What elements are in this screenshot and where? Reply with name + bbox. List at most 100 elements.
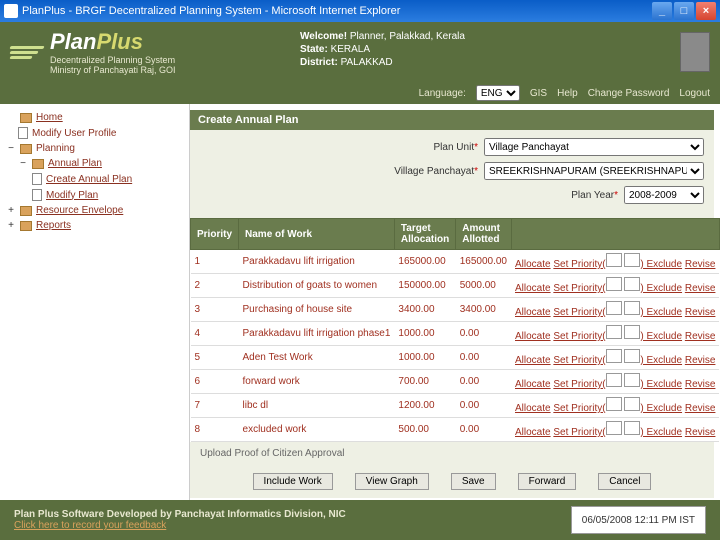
- priority-input[interactable]: [624, 277, 640, 291]
- sidebar-annual-plan[interactable]: −Annual Plan: [4, 156, 185, 171]
- folder-icon: [32, 159, 44, 169]
- priority-input[interactable]: [606, 373, 622, 387]
- priority-input[interactable]: [624, 325, 640, 339]
- exclude-link[interactable]: ) Exclude: [640, 403, 682, 414]
- table-row: 5Aden Test Work1000.000.00Allocate Set P…: [191, 346, 720, 370]
- allocate-link[interactable]: Allocate: [515, 355, 551, 366]
- cell-priority: 6: [191, 370, 239, 394]
- cell-priority: 5: [191, 346, 239, 370]
- set-priority-link[interactable]: Set Priority(: [553, 427, 605, 438]
- topbar: Language: ENG GIS Help Change Password L…: [0, 82, 720, 104]
- sidebar-home[interactable]: Home: [4, 110, 185, 125]
- exclude-link[interactable]: ) Exclude: [640, 427, 682, 438]
- set-priority-link[interactable]: Set Priority(: [553, 331, 605, 342]
- cell-amount: 0.00: [456, 322, 511, 346]
- cell-amount: 0.00: [456, 394, 511, 418]
- revise-link[interactable]: Revise: [685, 403, 716, 414]
- cell-amount: 0.00: [456, 418, 511, 442]
- cell-name: Aden Test Work: [239, 346, 395, 370]
- revise-link[interactable]: Revise: [685, 331, 716, 342]
- set-priority-link[interactable]: Set Priority(: [553, 379, 605, 390]
- cell-priority: 1: [191, 250, 239, 274]
- allocate-link[interactable]: Allocate: [515, 427, 551, 438]
- revise-link[interactable]: Revise: [685, 283, 716, 294]
- cell-target: 1000.00: [394, 322, 455, 346]
- revise-link[interactable]: Revise: [685, 307, 716, 318]
- plan-unit-select[interactable]: Village Panchayat: [484, 138, 704, 156]
- logout-link[interactable]: Logout: [679, 88, 710, 99]
- exclude-link[interactable]: ) Exclude: [640, 379, 682, 390]
- set-priority-link[interactable]: Set Priority(: [553, 283, 605, 294]
- priority-input[interactable]: [624, 421, 640, 435]
- revise-link[interactable]: Revise: [685, 427, 716, 438]
- priority-input[interactable]: [624, 253, 640, 267]
- cell-target: 165000.00: [394, 250, 455, 274]
- exclude-link[interactable]: ) Exclude: [640, 307, 682, 318]
- priority-input[interactable]: [606, 349, 622, 363]
- cell-amount: 0.00: [456, 346, 511, 370]
- cell-name: Parakkadavu lift irrigation: [239, 250, 395, 274]
- exclude-link[interactable]: ) Exclude: [640, 355, 682, 366]
- allocate-link[interactable]: Allocate: [515, 403, 551, 414]
- allocate-link[interactable]: Allocate: [515, 379, 551, 390]
- set-priority-link[interactable]: Set Priority(: [553, 307, 605, 318]
- priority-input[interactable]: [606, 301, 622, 315]
- cell-target: 150000.00: [394, 274, 455, 298]
- set-priority-link[interactable]: Set Priority(: [553, 259, 605, 270]
- vp-select[interactable]: SREEKRISHNAPURAM (SREEKRISHNAPURAM Block…: [484, 162, 704, 180]
- sidebar-resource[interactable]: +Resource Envelope: [4, 203, 185, 218]
- cell-name: Purchasing of house site: [239, 298, 395, 322]
- sidebar-modify-plan[interactable]: Modify Plan: [4, 187, 185, 203]
- include-work-button[interactable]: Include Work: [253, 473, 333, 490]
- sidebar-create-annual[interactable]: Create Annual Plan: [4, 171, 185, 187]
- set-priority-link[interactable]: Set Priority(: [553, 355, 605, 366]
- cell-name: libc dl: [239, 394, 395, 418]
- cell-actions: Allocate Set Priority( ) Exclude Revise: [511, 418, 719, 442]
- exclude-link[interactable]: ) Exclude: [640, 331, 682, 342]
- view-graph-button[interactable]: View Graph: [355, 473, 429, 490]
- maximize-button[interactable]: □: [674, 2, 694, 20]
- cell-actions: Allocate Set Priority( ) Exclude Revise: [511, 274, 719, 298]
- priority-input[interactable]: [606, 397, 622, 411]
- sidebar-reports[interactable]: +Reports: [4, 218, 185, 233]
- cancel-button[interactable]: Cancel: [598, 473, 651, 490]
- revise-link[interactable]: Revise: [685, 355, 716, 366]
- language-select[interactable]: ENG: [476, 85, 520, 101]
- allocate-link[interactable]: Allocate: [515, 331, 551, 342]
- cell-actions: Allocate Set Priority( ) Exclude Revise: [511, 394, 719, 418]
- priority-input[interactable]: [624, 397, 640, 411]
- year-select[interactable]: 2008-2009: [624, 186, 704, 204]
- feedback-link[interactable]: Click here to record your feedback: [14, 520, 166, 531]
- priority-input[interactable]: [606, 277, 622, 291]
- upload-label[interactable]: Upload Proof of Citizen Approval: [190, 442, 714, 465]
- close-button[interactable]: ×: [696, 2, 716, 20]
- exclude-link[interactable]: ) Exclude: [640, 283, 682, 294]
- revise-link[interactable]: Revise: [685, 259, 716, 270]
- minimize-button[interactable]: _: [652, 2, 672, 20]
- priority-input[interactable]: [624, 301, 640, 315]
- forward-button[interactable]: Forward: [518, 473, 577, 490]
- cell-target: 3400.00: [394, 298, 455, 322]
- footer-dev: Plan Plus Software Developed by Panchaya…: [14, 509, 346, 520]
- allocate-link[interactable]: Allocate: [515, 283, 551, 294]
- revise-link[interactable]: Revise: [685, 379, 716, 390]
- allocate-link[interactable]: Allocate: [515, 259, 551, 270]
- priority-input[interactable]: [606, 253, 622, 267]
- exclude-link[interactable]: ) Exclude: [640, 259, 682, 270]
- gis-link[interactable]: GIS: [530, 88, 547, 99]
- cell-name: Parakkadavu lift irrigation phase1: [239, 322, 395, 346]
- priority-input[interactable]: [624, 349, 640, 363]
- set-priority-link[interactable]: Set Priority(: [553, 403, 605, 414]
- help-link[interactable]: Help: [557, 88, 578, 99]
- change-password-link[interactable]: Change Password: [588, 88, 670, 99]
- priority-input[interactable]: [606, 325, 622, 339]
- footer: Plan Plus Software Developed by Panchaya…: [0, 500, 720, 540]
- save-button[interactable]: Save: [451, 473, 496, 490]
- cell-priority: 2: [191, 274, 239, 298]
- sidebar-modify-profile[interactable]: Modify User Profile: [4, 125, 185, 141]
- priority-input[interactable]: [624, 373, 640, 387]
- brand-sub2: Ministry of Panchayati Raj, GOI: [50, 65, 176, 75]
- allocate-link[interactable]: Allocate: [515, 307, 551, 318]
- priority-input[interactable]: [606, 421, 622, 435]
- sidebar-planning[interactable]: −Planning: [4, 141, 185, 156]
